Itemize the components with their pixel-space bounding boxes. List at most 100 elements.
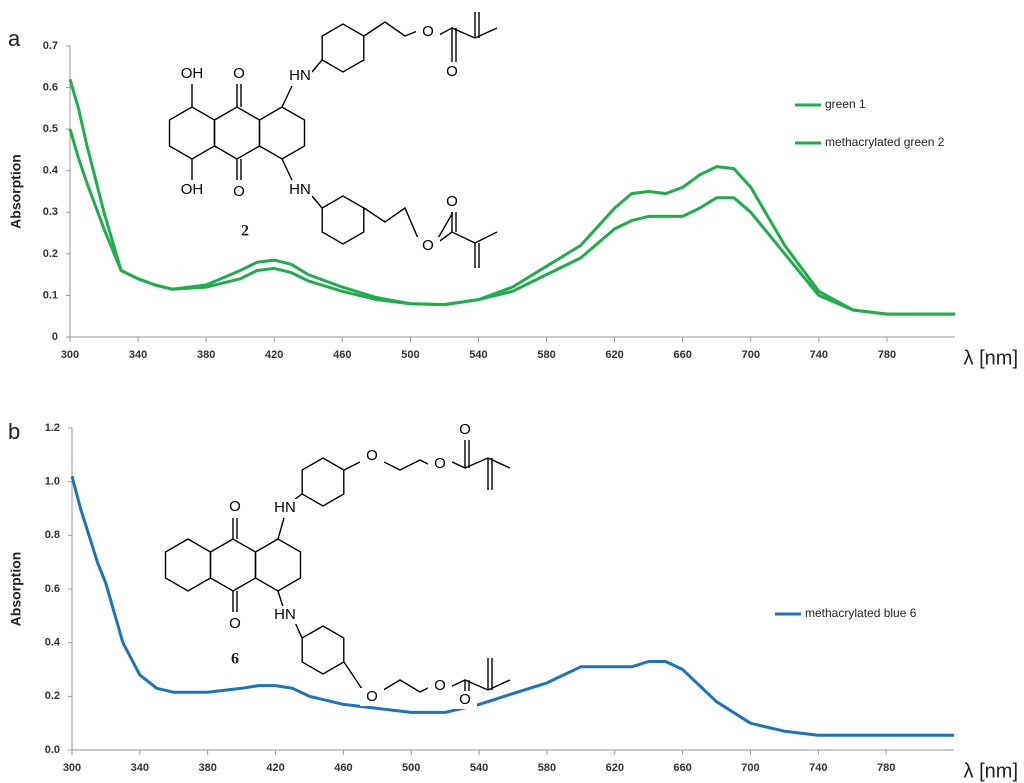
atom-label: O [459, 421, 471, 438]
x-tick-label: 500 [401, 349, 419, 361]
ring [321, 23, 365, 73]
series-line [70, 475, 954, 737]
legend-label: methacrylated green 2 [825, 135, 945, 149]
x-tick-label: 420 [266, 762, 284, 774]
bond [281, 158, 293, 181]
atom-label: HN [274, 499, 296, 516]
atom-bg [223, 615, 247, 633]
legend-label: methacrylated blue 6 [805, 606, 917, 620]
x-tick-label: 300 [61, 349, 79, 361]
x-tick-label: 380 [199, 762, 217, 774]
atom-label: OH [181, 181, 204, 198]
ring [213, 106, 261, 160]
atom-bg [227, 65, 251, 83]
atom-bg [288, 181, 312, 199]
x-tick-label: 780 [877, 762, 895, 774]
ring [321, 195, 365, 245]
x-tick-label: 700 [742, 349, 760, 361]
atom-label: O [434, 677, 446, 694]
x-tick-label: 540 [470, 762, 488, 774]
x-axis-title: λ [nm] [964, 760, 1018, 782]
atom-label: O [366, 688, 378, 705]
y-tick-label: 0.7 [43, 40, 58, 52]
atom-bg [440, 63, 464, 81]
series-line [68, 128, 955, 316]
atom-bg [453, 421, 477, 439]
x-tick-label: 340 [129, 349, 147, 361]
x-tick-label: 620 [606, 762, 624, 774]
atom-label: O [459, 691, 471, 708]
ring [254, 538, 302, 592]
bond [436, 212, 453, 241]
atom-label: HN [289, 67, 311, 84]
bond [379, 679, 433, 693]
x-tick-label: 700 [741, 762, 759, 774]
atom-bg [453, 691, 477, 709]
bond [379, 459, 433, 471]
atom-bg [428, 677, 452, 695]
atom-bg [416, 237, 440, 255]
bond [436, 231, 498, 244]
x-tick-label: 380 [197, 349, 215, 361]
x-axis-title: λ [nm] [964, 347, 1018, 369]
x-tick-label: 620 [605, 349, 623, 361]
atom-label: O [233, 183, 245, 200]
y-tick-label: 0 [52, 331, 58, 343]
atom-label: OH [181, 65, 204, 82]
atom-label: O [229, 498, 241, 515]
ring [164, 538, 212, 592]
x-tick-label: 420 [265, 349, 283, 361]
y-tick-label: 0.2 [45, 690, 60, 702]
y-tick-label: 0.4 [43, 165, 59, 177]
y-tick-label: 0.1 [43, 289, 58, 301]
y-axis-title: Absorption [8, 154, 24, 229]
bond [311, 59, 323, 73]
atom-bg [440, 193, 464, 211]
y-tick-label: 0.4 [45, 637, 61, 649]
y-tick-label: 0.6 [45, 583, 60, 595]
bond [277, 517, 285, 540]
atom-bg [180, 65, 204, 83]
x-tick-label: 580 [537, 349, 555, 361]
atom-bg [180, 181, 204, 199]
atom-bg [360, 688, 384, 706]
x-tick-label: 660 [674, 349, 692, 361]
x-tick-label: 340 [131, 762, 149, 774]
x-tick-label: 740 [810, 349, 828, 361]
y-tick-label: 0.0 [45, 744, 60, 756]
compound-number: 2 [241, 223, 249, 240]
y-tick-label: 0.3 [43, 206, 58, 218]
x-tick-label: 580 [538, 762, 556, 774]
atom-bg [360, 447, 384, 465]
atom-label: O [422, 23, 434, 40]
y-tick-label: 1.0 [45, 476, 60, 488]
y-axis-title: Absorption [8, 552, 24, 627]
compound-number: 6 [231, 651, 239, 668]
y-tick-label: 0.5 [43, 123, 58, 135]
y-tick-label: 0.2 [43, 248, 58, 260]
bond [281, 85, 293, 108]
ring [209, 538, 257, 592]
bond [363, 21, 421, 37]
atom-label: O [434, 455, 446, 472]
atom-label: O [229, 615, 241, 632]
bond [363, 206, 421, 244]
atom-label: HN [274, 606, 296, 623]
legend-label: green 1 [825, 97, 866, 111]
atom-bg [288, 67, 312, 85]
x-tick-label: 460 [333, 349, 351, 361]
atom-label: O [422, 237, 434, 254]
atom-label: O [446, 63, 458, 80]
atom-bg [227, 183, 251, 201]
atom-bg [428, 455, 452, 473]
ring [301, 625, 345, 675]
atom-label: O [233, 65, 245, 82]
atom-bg [273, 499, 297, 517]
ring [301, 457, 345, 507]
y-tick-label: 1.2 [45, 422, 60, 434]
atom-label: HN [289, 181, 311, 198]
x-tick-label: 780 [878, 349, 896, 361]
x-tick-label: 460 [334, 762, 352, 774]
atom-bg [223, 498, 247, 516]
